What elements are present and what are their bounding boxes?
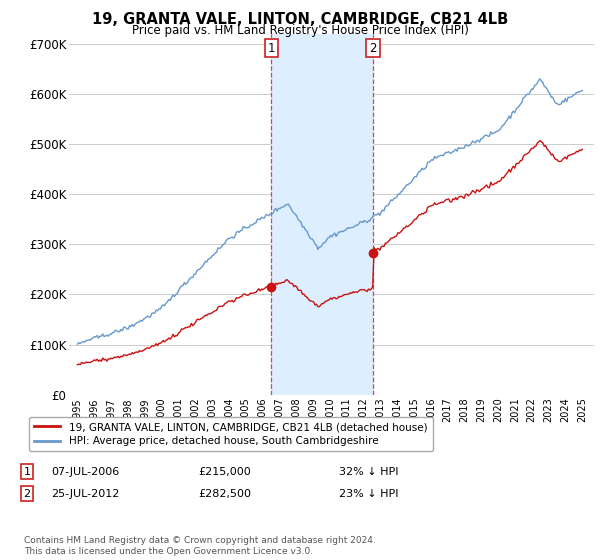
Text: 19, GRANTA VALE, LINTON, CAMBRIDGE, CB21 4LB: 19, GRANTA VALE, LINTON, CAMBRIDGE, CB21… bbox=[92, 12, 508, 27]
Text: 07-JUL-2006: 07-JUL-2006 bbox=[51, 466, 119, 477]
Text: 2: 2 bbox=[23, 489, 31, 499]
Text: 25-JUL-2012: 25-JUL-2012 bbox=[51, 489, 119, 499]
Text: 32% ↓ HPI: 32% ↓ HPI bbox=[339, 466, 398, 477]
Text: 23% ↓ HPI: 23% ↓ HPI bbox=[339, 489, 398, 499]
Text: 2: 2 bbox=[369, 41, 377, 54]
Bar bbox=[271, 34, 373, 395]
Text: Price paid vs. HM Land Registry's House Price Index (HPI): Price paid vs. HM Land Registry's House … bbox=[131, 24, 469, 37]
Text: Contains HM Land Registry data © Crown copyright and database right 2024.
This d: Contains HM Land Registry data © Crown c… bbox=[24, 536, 376, 556]
Text: £215,000: £215,000 bbox=[198, 466, 251, 477]
Text: 1: 1 bbox=[23, 466, 31, 477]
Legend: 19, GRANTA VALE, LINTON, CAMBRIDGE, CB21 4LB (detached house), HPI: Average pric: 19, GRANTA VALE, LINTON, CAMBRIDGE, CB21… bbox=[29, 417, 433, 451]
Text: £282,500: £282,500 bbox=[198, 489, 251, 499]
Text: 1: 1 bbox=[268, 41, 275, 54]
